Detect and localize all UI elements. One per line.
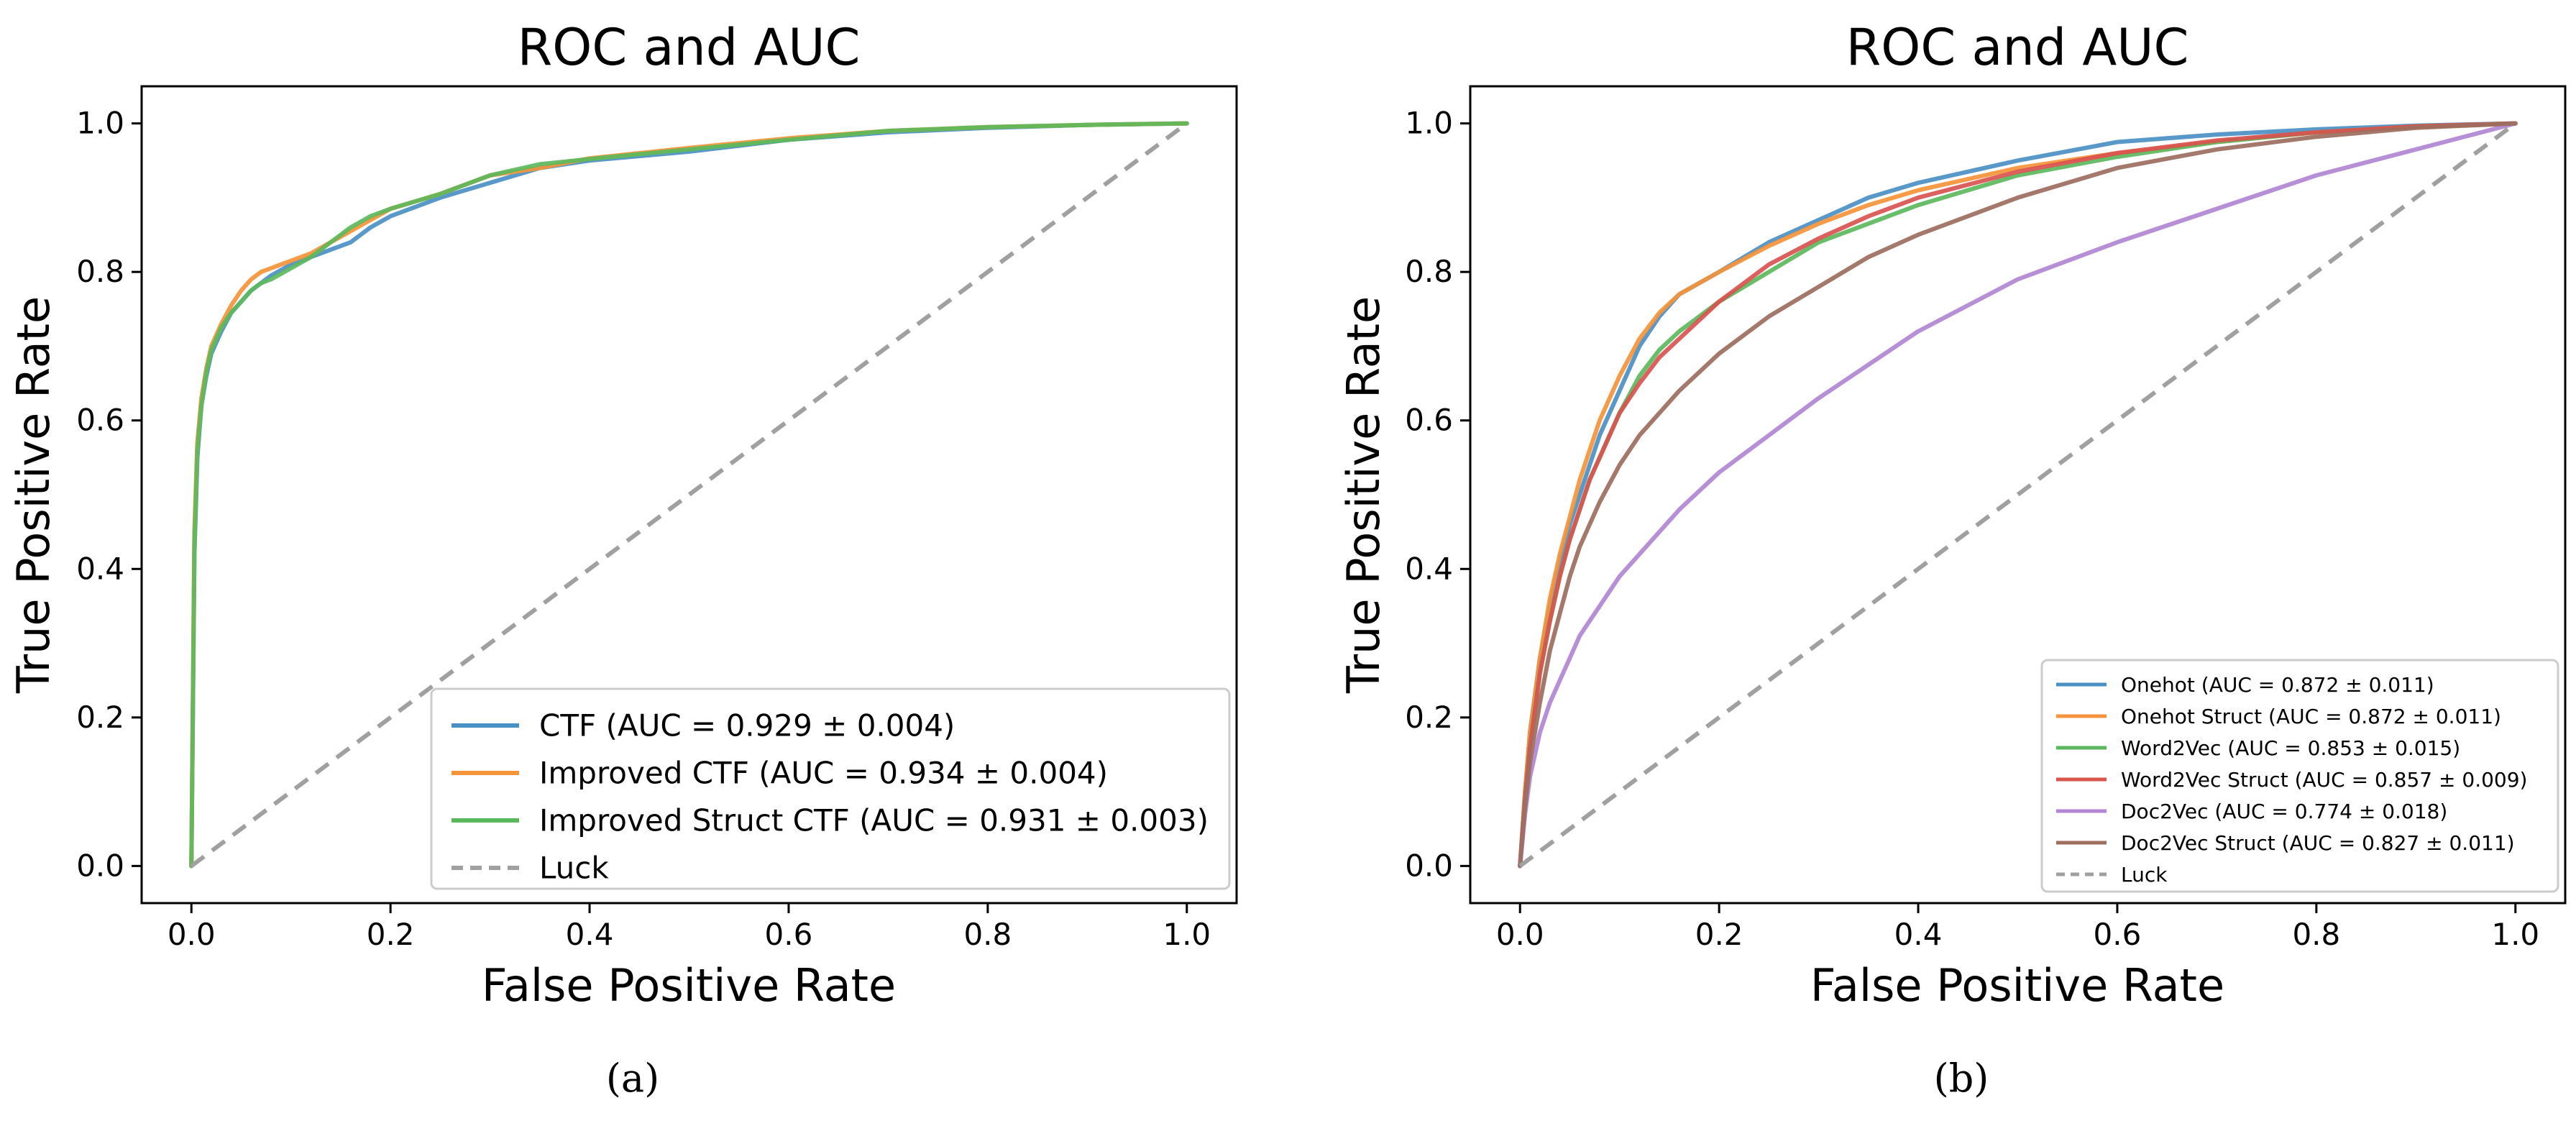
y-tick-label: 0.2	[76, 700, 124, 735]
x-tick-label: 0.8	[963, 917, 1012, 952]
legend-entry: Word2Vec (AUC = 0.853 ± 0.015)	[2121, 736, 2460, 760]
plot-frame-a	[140, 85, 1238, 905]
axis-ticks-b: 0.0 0.2 0.4 0.6 0.8 1.0 0.0 0.2 0.4 0.6 0.8 1.0	[1405, 106, 2539, 952]
y-tick-label: 1.0	[76, 106, 124, 141]
x-axis-label-b: False Positive Rate	[1810, 959, 2224, 1012]
roc-curve-series-4	[1518, 121, 2518, 869]
legend-entry: Onehot Struct (AUC = 0.872 ± 0.011)	[2121, 705, 2501, 728]
legend-entry: Luck	[539, 851, 609, 886]
x-axis-label-a: False Positive Rate	[482, 959, 896, 1012]
x-tick-label: 0.8	[2292, 917, 2340, 952]
panel-label-b: (b)	[1934, 1056, 1989, 1101]
series-layer-a	[189, 121, 1189, 869]
y-tick-label: 0.0	[1405, 848, 1453, 883]
chart-panel-a: 0.0 0.2 0.4 0.6 0.8 1.0 0.0 0.2 0.4 0.6 0.8 1.0 ROC…	[7, 18, 1238, 1101]
legend-entry: Luck	[2121, 863, 2168, 887]
axis-ticks-a: 0.0 0.2 0.4 0.6 0.8 1.0 0.0 0.2 0.4 0.6 0.8 1.0	[76, 106, 1211, 952]
legend-b: Onehot (AUC = 0.872 ± 0.011) Onehot Struc…	[2040, 659, 2559, 893]
x-tick-label: 1.0	[2491, 917, 2539, 952]
legend-entry: Word2Vec Struct (AUC = 0.857 ± 0.009)	[2121, 768, 2527, 792]
y-tick-label: 0.8	[1405, 254, 1453, 289]
x-tick-label: 1.0	[1163, 917, 1211, 952]
y-tick-label: 0.2	[1405, 700, 1453, 735]
roc-curve-series-5	[1518, 121, 2518, 869]
y-axis-label-b: True Positive Rate	[1337, 296, 1390, 694]
roc-curve-series-3	[189, 121, 1189, 869]
chart-title-a: ROC and AUC	[518, 18, 861, 77]
y-axis-label-a: True Positive Rate	[7, 296, 60, 694]
y-tick-label: 0.4	[1405, 551, 1453, 586]
y-tick-label: 0.4	[76, 551, 124, 586]
legend-a: CTF (AUC = 0.929 ± 0.004) Improved CTF (A…	[430, 687, 1231, 890]
legend-entry: CTF (AUC = 0.929 ± 0.004)	[539, 708, 955, 743]
y-tick-label: 0.8	[76, 254, 124, 289]
y-tick-label: 0.6	[76, 403, 124, 438]
plot-frame-b	[1469, 85, 2567, 905]
y-tick-label: 0.0	[76, 848, 124, 883]
x-tick-label: 0.6	[2094, 917, 2142, 952]
x-tick-label: 0.2	[367, 917, 415, 952]
x-tick-label: 0.4	[1894, 917, 1943, 952]
panel-label-a: (a)	[606, 1056, 659, 1101]
legend-entry: Doc2Vec Struct (AUC = 0.827 ± 0.011)	[2121, 831, 2515, 855]
x-tick-label: 0.4	[566, 917, 614, 952]
x-tick-label: 0.0	[168, 917, 216, 952]
legend-entry: Improved Struct CTF (AUC = 0.931 ± 0.003…	[539, 803, 1209, 838]
chart-title-b: ROC and AUC	[1846, 18, 2189, 77]
chart-panel-b: 0.0 0.2 0.4 0.6 0.8 1.0 0.0 0.2 0.4 0.6 0.8 1.0 ROC…	[1337, 18, 2567, 1101]
legend-box-a	[430, 687, 1231, 890]
legend-entry: Onehot (AUC = 0.872 ± 0.011)	[2121, 673, 2434, 697]
x-tick-label: 0.2	[1695, 917, 1743, 952]
x-tick-label: 0.0	[1496, 917, 1544, 952]
legend-box-b	[2040, 659, 2559, 893]
legend-entry: Doc2Vec (AUC = 0.774 ± 0.018)	[2121, 800, 2447, 823]
y-tick-label: 1.0	[1405, 106, 1453, 141]
roc-curve-series-6	[1518, 121, 2518, 869]
y-tick-label: 0.6	[1405, 403, 1453, 438]
legend-entry: Improved CTF (AUC = 0.934 ± 0.004)	[539, 756, 1108, 791]
series-layer-b	[1518, 121, 2518, 869]
x-tick-label: 0.6	[765, 917, 813, 952]
